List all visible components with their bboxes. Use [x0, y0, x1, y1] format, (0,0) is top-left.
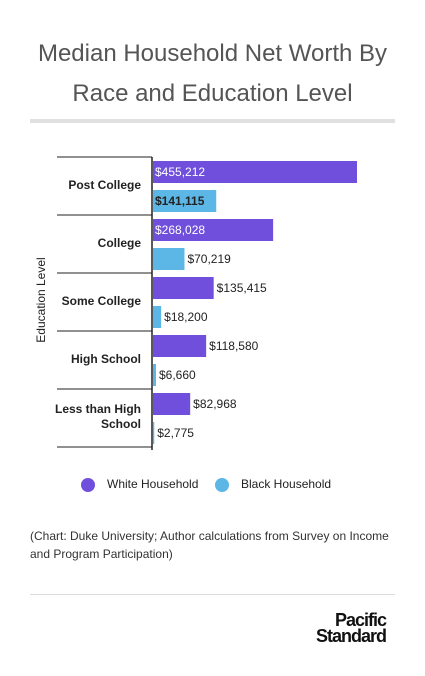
y-axis-label: Education Level [34, 257, 48, 342]
value-label: $135,415 [217, 281, 267, 295]
value-label: $141,115 [155, 194, 205, 208]
value-label: $118,580 [209, 339, 258, 353]
bar [153, 161, 357, 183]
value-label: $18,200 [164, 310, 208, 324]
category-label: Some College [61, 293, 141, 308]
divider [30, 119, 395, 123]
category-label: High School [71, 351, 141, 366]
bar [153, 190, 217, 212]
value-label: $70,219 [187, 252, 231, 266]
value-label: $6,660 [159, 368, 196, 382]
divider [30, 594, 395, 595]
bar [153, 393, 191, 415]
value-label: $268,028 [155, 223, 205, 237]
legend-label: Black Household [241, 477, 331, 491]
value-label: $455,212 [155, 165, 205, 179]
category-label: College [97, 235, 141, 250]
bar [153, 364, 156, 386]
legend-label: White Household [107, 477, 198, 491]
bar [153, 422, 155, 444]
category-label: Post College [68, 177, 141, 192]
source-note: (Chart: Duke University; Author calculat… [30, 529, 389, 561]
bar [153, 277, 214, 299]
category-label: Less than High School [54, 402, 141, 431]
value-label: $82,968 [193, 397, 237, 411]
bar [153, 306, 162, 328]
bar [153, 248, 185, 270]
legend-swatch [215, 478, 229, 492]
value-label: $2,775 [157, 426, 194, 440]
logo: Pacific Standard [315, 610, 387, 646]
legend-swatch [81, 478, 95, 492]
bar [153, 219, 274, 241]
bar [153, 335, 207, 357]
chart-title: Median Household Net Worth By Race and E… [37, 40, 388, 107]
